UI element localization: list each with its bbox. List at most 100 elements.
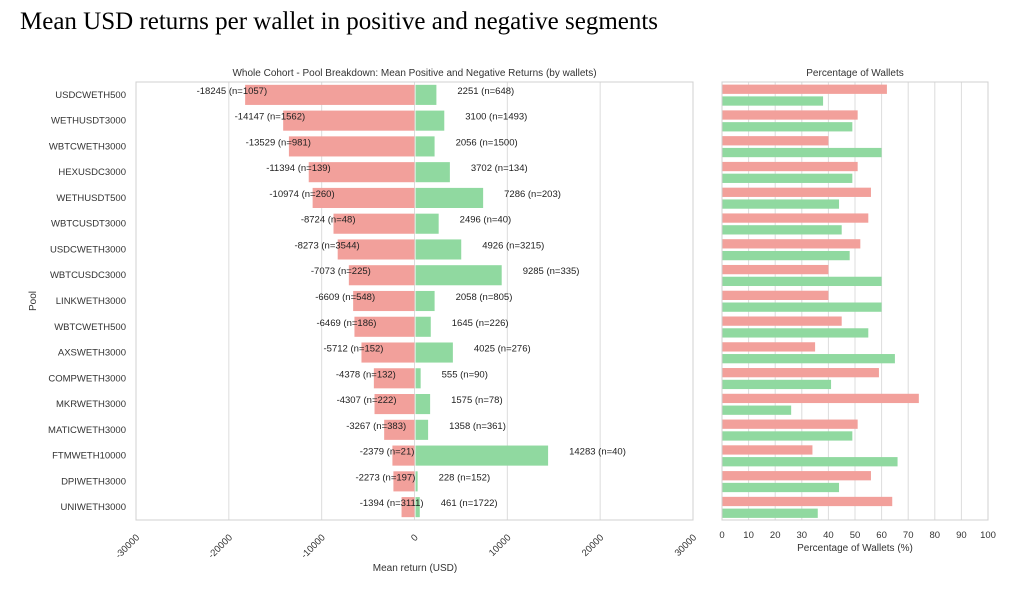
x-tick-label: 100 <box>980 530 996 541</box>
pool-label: USDCWETH500 <box>55 90 126 101</box>
x-tick-label: 10 <box>743 530 754 541</box>
x-tick-label: -30000 <box>113 532 142 561</box>
positive-bar-label: 555 (n=90) <box>442 369 488 380</box>
x-tick-label: 70 <box>903 530 914 541</box>
negative-return-bar <box>361 342 415 363</box>
x-tick-label: 20000 <box>580 532 606 558</box>
negative-percentage-bar <box>722 419 858 429</box>
positive-percentage-bar <box>722 276 882 287</box>
negative-bar-label: -8273 (n=3544) <box>294 240 359 251</box>
positive-percentage-bar <box>722 405 792 415</box>
negative-return-bar <box>312 187 415 208</box>
positive-return-bar <box>415 213 439 234</box>
positive-return-bar <box>415 394 431 415</box>
negative-bar-label: -4307 (n=222) <box>337 395 397 406</box>
negative-return-bar <box>288 136 415 157</box>
x-tick-label: 80 <box>930 530 941 541</box>
negative-percentage-bar <box>722 213 869 223</box>
pool-label: MATICWETH3000 <box>48 425 126 436</box>
pool-y-axis-title: Pool <box>28 291 39 311</box>
negative-return-bar <box>283 110 415 131</box>
negative-bar-label: -5712 (n=152) <box>324 344 384 355</box>
positive-percentage-bar <box>722 379 832 390</box>
positive-percentage-bar <box>722 508 818 518</box>
pool-label: MKRWETH3000 <box>56 399 126 410</box>
positive-return-bar <box>415 290 435 312</box>
positive-bar-label: 4926 (n=3215) <box>482 240 544 251</box>
positive-percentage-bar <box>722 482 840 493</box>
pool-label: LINKWETH3000 <box>56 296 126 307</box>
positive-bar-label: 1358 (n=361) <box>449 421 506 432</box>
negative-bar-label: -10974 (n=260) <box>269 189 334 200</box>
positive-bar-label: 9285 (n=335) <box>523 266 580 277</box>
negative-bar-label: -4378 (n=132) <box>336 369 396 380</box>
returns-chart: Whole Cohort - Pool Breakdown: Mean Posi… <box>28 68 699 574</box>
pool-label: WETHUSDT3000 <box>51 116 126 127</box>
negative-bar-label: -6469 (n=186) <box>316 318 376 329</box>
x-tick-label: 20 <box>770 530 781 541</box>
returns-x-tick-labels: -30000 -20000 -10000 0 10000 20000 30000 <box>113 532 699 561</box>
negative-return-bar <box>373 368 415 389</box>
x-tick-label: -20000 <box>206 532 235 561</box>
positive-percentage-bar <box>722 173 853 183</box>
pool-label: WBTCUSDT3000 <box>51 219 126 230</box>
percentage-x-axis-title: Percentage of Wallets (%) <box>797 543 913 554</box>
x-tick-label: 30 <box>797 530 808 541</box>
percentage-x-tick-labels: 0 10 20 30 40 50 60 70 80 90 100 <box>719 530 996 541</box>
x-tick-label: 0 <box>409 532 421 544</box>
x-tick-label: 10000 <box>487 532 513 558</box>
positive-return-bar <box>415 84 437 105</box>
page-title: Mean USD returns per wallet in positive … <box>20 8 659 35</box>
returns-bars <box>245 84 549 518</box>
positive-percentage-bar <box>722 431 853 441</box>
positive-return-bar <box>415 162 450 183</box>
negative-return-bar <box>384 419 415 440</box>
negative-percentage-bar <box>722 239 861 249</box>
negative-percentage-bar <box>722 187 871 197</box>
positive-bar-label: 7286 (n=203) <box>504 189 561 200</box>
negative-percentage-bar <box>722 264 829 275</box>
positive-bar-label: 2496 (n=40) <box>460 215 512 226</box>
negative-bar-label: -13529 (n=981) <box>246 137 311 148</box>
positive-return-bar <box>415 342 453 363</box>
negative-return-bar <box>354 316 415 337</box>
negative-bar-label: -8724 (n=48) <box>301 215 356 226</box>
positive-bar-label: 1645 (n=226) <box>452 318 509 329</box>
positive-return-bar <box>415 445 549 466</box>
positive-bar-label: 2056 (n=1500) <box>456 137 518 148</box>
negative-return-bar <box>308 162 415 183</box>
positive-return-bar <box>415 265 502 286</box>
positive-return-bar <box>415 239 462 260</box>
negative-percentage-bar <box>722 316 842 326</box>
returns-x-axis-title: Mean return (USD) <box>373 563 457 574</box>
pool-label: DPIWETH3000 <box>61 476 126 487</box>
positive-bar-label: 3100 (n=1493) <box>465 112 527 123</box>
percentage-plot-frame <box>721 81 989 521</box>
returns-chart-title: Whole Cohort - Pool Breakdown: Mean Posi… <box>232 68 596 79</box>
negative-bar-label: -11394 (n=139) <box>266 163 331 174</box>
negative-return-bar <box>333 213 415 234</box>
pool-label: HEXUSDC3000 <box>58 167 126 178</box>
negative-return-bar <box>245 84 415 105</box>
positive-percentage-bar <box>722 96 824 106</box>
negative-bar-label: -2273 (n=197) <box>355 472 415 483</box>
negative-percentage-bar <box>722 342 816 352</box>
percentage-bars <box>722 84 919 518</box>
positive-bar-label: 3702 (n=134) <box>471 163 528 174</box>
positive-bar-label: 14283 (n=40) <box>569 447 626 458</box>
negative-bar-label: -7073 (n=225) <box>311 266 371 277</box>
positive-return-bar <box>415 187 484 208</box>
positive-return-bar <box>415 471 418 492</box>
positive-bar-label: 4025 (n=276) <box>474 344 531 355</box>
positive-bar-label: 2058 (n=805) <box>456 292 513 303</box>
negative-percentage-bar <box>722 368 879 378</box>
positive-return-bar <box>415 110 445 131</box>
positive-percentage-bar <box>722 199 840 209</box>
negative-return-bar <box>392 445 415 466</box>
positive-percentage-bar <box>722 354 895 364</box>
pool-label: AXSWETH3000 <box>58 348 126 359</box>
positive-bar-label: 1575 (n=78) <box>451 395 503 406</box>
pool-label: WETHUSDT500 <box>56 193 126 204</box>
positive-return-bar <box>415 497 420 518</box>
